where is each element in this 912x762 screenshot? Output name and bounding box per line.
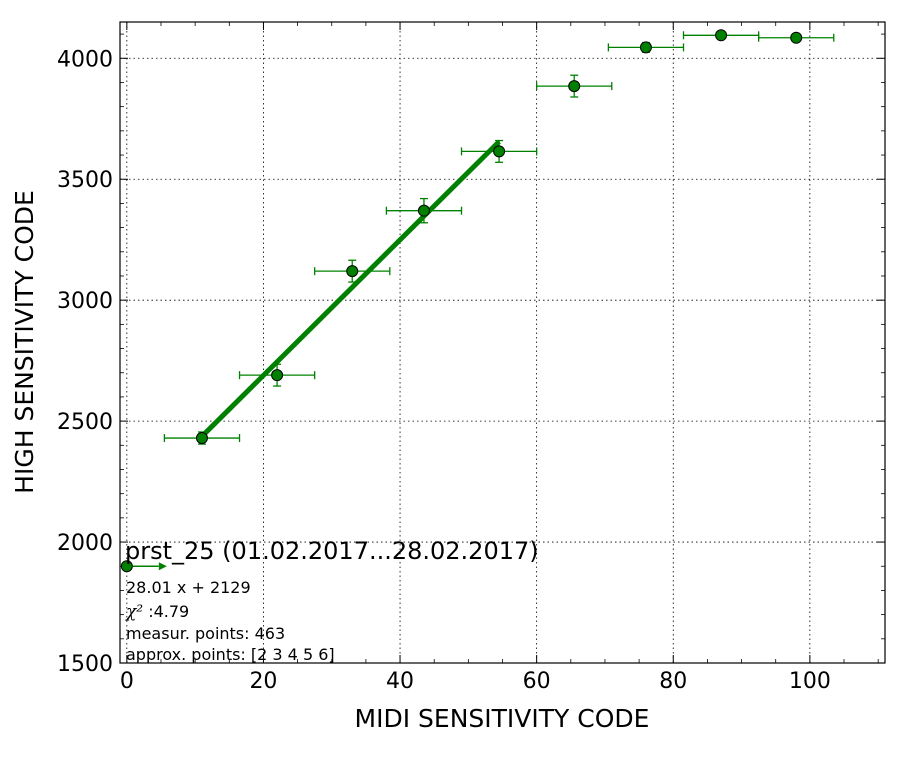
plot-background [120, 22, 885, 663]
x-tick-label: 100 [789, 669, 831, 694]
y-tick-label: 4000 [57, 47, 113, 72]
x-tick-label: 40 [386, 669, 414, 694]
x-axis-title: MIDI SENSITIVITY CODE [355, 704, 650, 733]
annotation-measured-points: measur. points: 463 [126, 624, 285, 643]
data-point [346, 265, 359, 278]
data-point [790, 31, 803, 44]
annotation-approx-points: approx. points: [2 3 4 5 6] [126, 645, 335, 664]
annotation-chi: χ² :4.79 [125, 602, 189, 622]
x-tick-label: 0 [120, 669, 134, 694]
y-tick-label: 1500 [57, 652, 113, 677]
chi-value: :4.79 [143, 602, 189, 621]
data-point [271, 369, 284, 382]
data-point [417, 204, 430, 217]
y-tick-label: 3500 [57, 168, 113, 193]
x-tick-labels: 0 20 40 60 80 100 [120, 669, 831, 694]
data-point [715, 29, 728, 42]
legend-arrow-head [158, 562, 167, 571]
y-tick-label: 2000 [57, 531, 113, 556]
minor-ticks [120, 22, 885, 663]
data-point [493, 145, 506, 158]
y-tick-label: 3000 [57, 289, 113, 314]
data-point [568, 80, 581, 93]
data-point [120, 560, 133, 573]
annotation-equation: 28.01 x + 2129 [126, 578, 251, 597]
annotation-title: prst_25 (01.02.2017...28.02.2017) [125, 537, 539, 565]
fit-line [200, 139, 501, 439]
grid [120, 22, 885, 664]
y-tick-labels: 1500 2000 2500 3000 3500 4000 [57, 47, 113, 677]
y-axis-title: HIGH SENSITIVITY CODE [10, 190, 39, 494]
y-tick-label: 2500 [57, 410, 113, 435]
data-point [195, 432, 208, 445]
x-tick-label: 60 [523, 669, 551, 694]
plot-frame [119, 21, 886, 664]
x-tick-label: 20 [249, 669, 277, 694]
x-tick-label: 80 [659, 669, 687, 694]
fit-layer [200, 139, 501, 439]
data-point [639, 41, 652, 54]
chi-symbol: χ² [125, 602, 143, 622]
data-points [120, 29, 835, 573]
